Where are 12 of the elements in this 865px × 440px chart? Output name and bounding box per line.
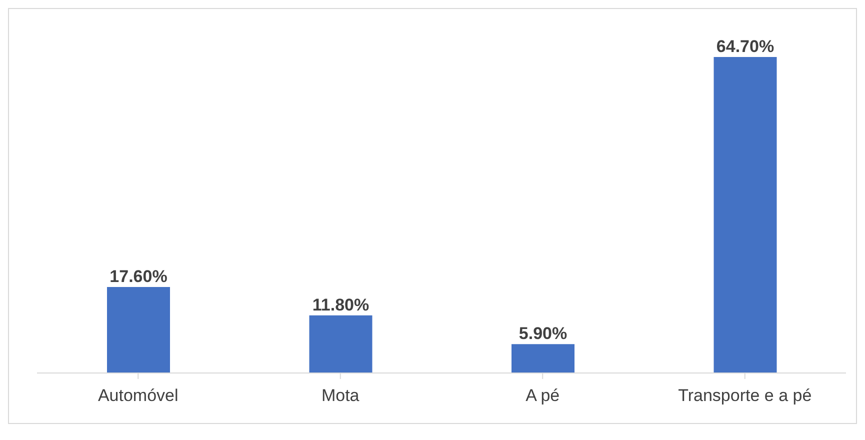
data-label: 5.90% [518,324,568,344]
bar [309,315,372,373]
x-tick-label: Mota [321,386,360,406]
data-label: 17.60% [110,267,168,286]
x-tick-label: Automóvel [98,386,178,406]
x-tick-label: A pé [526,386,560,406]
bar [512,344,574,373]
x-tick-label: Transporte e a pé [678,386,812,406]
bar [714,57,777,373]
data-label: 11.80% [312,295,370,314]
data-label: 64.70% [716,37,774,56]
bar [107,287,170,373]
